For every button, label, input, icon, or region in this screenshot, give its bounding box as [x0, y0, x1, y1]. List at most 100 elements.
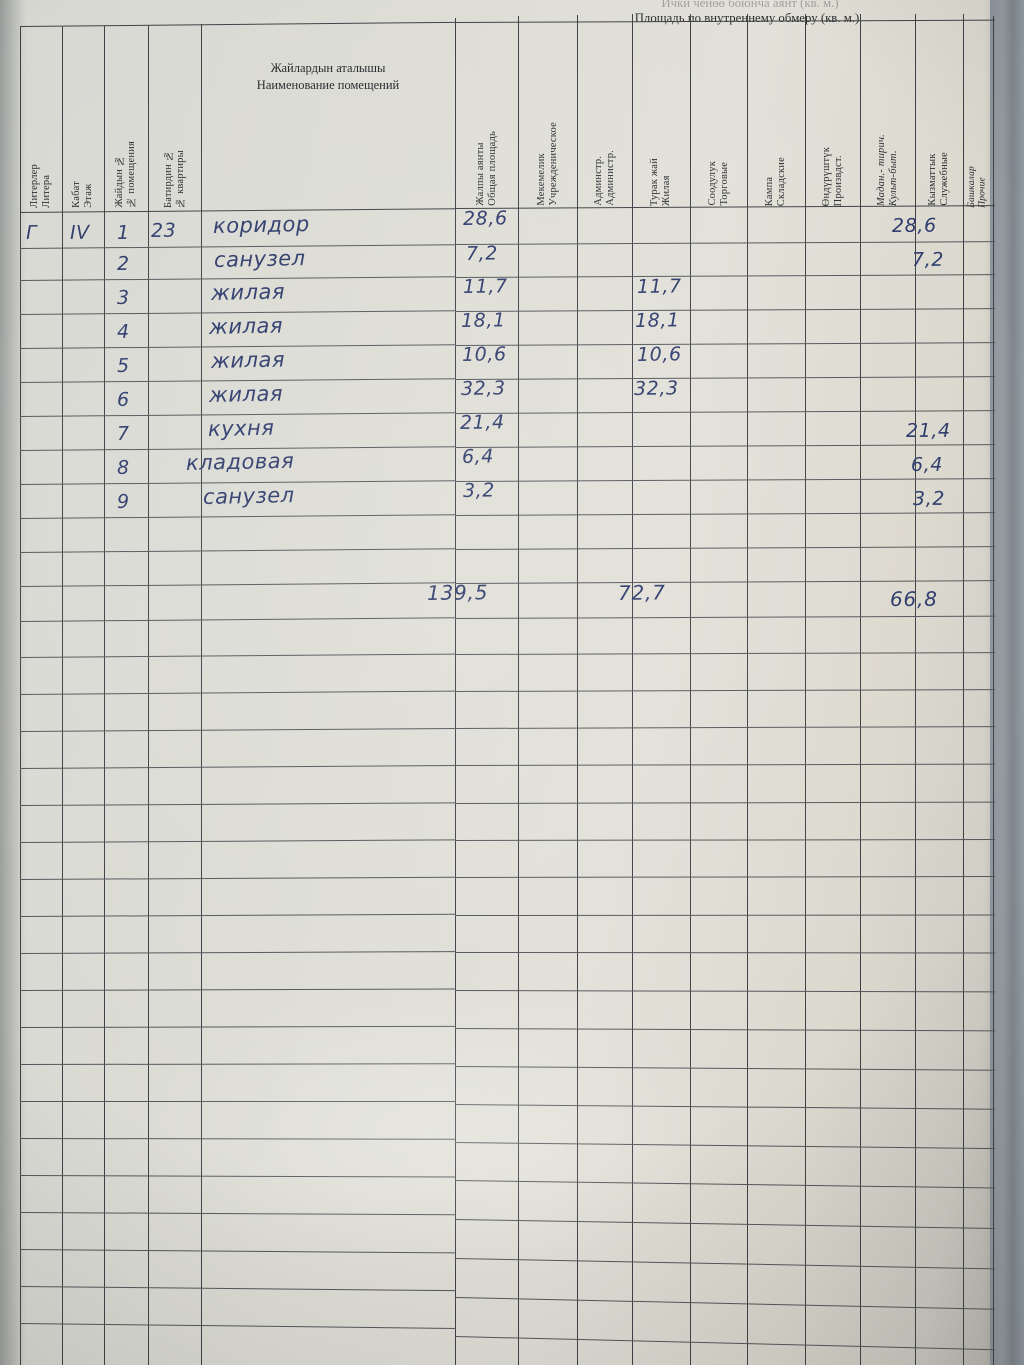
header-top-rule-left [19, 21, 455, 28]
header-room-name: Жайлардын аталышы Наименование помещений [256, 61, 400, 92]
row-rule-24r [454, 1066, 995, 1071]
row-rule-14 [19, 690, 456, 696]
row-rule-26r [454, 1142, 995, 1150]
row-rule-31 [19, 1323, 456, 1330]
cell-total-area-row-2: 7,2 [465, 242, 499, 265]
header-living: Турак жай Жилая [649, 157, 672, 206]
cell-living-row-5: 10,6 [636, 343, 682, 366]
cell-total-area-row-7: 21,4 [459, 411, 505, 434]
header-cultural: Мадан.- тирич. Культ-быт. [875, 133, 899, 206]
cell-total-area-row-1: 28,6 [462, 207, 508, 230]
row-rule-15r [454, 726, 995, 730]
total-living: 72,7 [617, 580, 666, 605]
row-rule-10 [19, 548, 456, 554]
cell-service-row-7: 21,4 [905, 419, 951, 442]
row-rule-22 [19, 988, 456, 992]
cell-total-area-row-6: 32,3 [460, 377, 506, 400]
row-rule-24 [19, 1063, 457, 1066]
row-rule-20 [19, 913, 456, 918]
cell-litera-row-1: Г [25, 221, 38, 244]
cell-living-row-4: 18,1 [634, 309, 680, 332]
row-rule-1r [454, 241, 995, 246]
cell-name-row-7: кухня [207, 415, 275, 441]
row-rule-11r [454, 580, 995, 585]
row-rule-6r [454, 410, 995, 415]
header-service: Кызматтык Служебные [927, 152, 950, 206]
cell-name-row-5: жилая [210, 347, 286, 373]
cell-name-row-6: жилая [208, 381, 284, 407]
row-rule-17r [454, 801, 995, 805]
row-rule-8r [454, 478, 995, 483]
header-institution: Мекемелик Учрежденическое [535, 122, 559, 206]
total-service: 66,8 [889, 586, 938, 611]
paper-right-edge [984, 0, 1024, 1365]
row-rule-9r [454, 512, 995, 517]
cell-name-row-9: санузел [202, 483, 295, 509]
cell-living-row-6: 32,3 [633, 377, 679, 400]
header-top-rule-right [454, 19, 995, 24]
header-total-area: Жалпы аянты Общая площадь [474, 131, 498, 206]
row-rule-23r [454, 1028, 995, 1032]
header-storage: Кампа Складские [764, 156, 787, 206]
col-rule-1 [62, 26, 64, 1365]
cell-room-no-row-8: 8 [116, 456, 130, 479]
header-production: Өндүрүштүк Произвдст. [820, 146, 844, 206]
header-flat-no: Батирдин № № квартиры [162, 150, 186, 208]
cell-service-row-9: 3,2 [912, 487, 946, 510]
cell-room-no-row-1: 1 [116, 221, 130, 244]
header-other: Башкалар Прочие [967, 166, 988, 208]
row-rule-27r [454, 1180, 995, 1189]
cell-floor-row-1: IV [69, 221, 91, 244]
row-rule-12 [19, 617, 456, 623]
row-rule-7r [454, 444, 995, 449]
row-rule-25r [454, 1104, 995, 1110]
row-rule-17 [19, 802, 456, 807]
row-rule-22r [454, 990, 995, 993]
row-rule-14r [454, 689, 995, 693]
row-rule-26 [19, 1138, 457, 1140]
cell-name-row-1: коридор [212, 211, 310, 238]
row-rule-20r [454, 914, 996, 917]
row-rule-13 [19, 653, 456, 659]
cell-total-area-row-8: 6,4 [461, 445, 495, 468]
row-rule-2r [454, 274, 995, 279]
cell-room-no-row-3: 3 [116, 286, 130, 309]
cell-service-row-1: 28,6 [891, 214, 937, 237]
row-rule-28r [454, 1219, 995, 1230]
header-admin: Админстр. Администр. [592, 150, 616, 206]
row-rule-29r [454, 1258, 995, 1270]
paper-left-shadow [0, 0, 26, 1365]
row-rule-19 [19, 876, 456, 881]
cell-service-row-2: 7,2 [911, 248, 945, 271]
col-rule-15 [993, 16, 995, 1365]
col-rule-3 [148, 26, 150, 1365]
col-rule-0 [20, 26, 22, 1365]
cell-room-no-row-7: 7 [116, 422, 130, 445]
row-rule-31r [454, 1336, 995, 1351]
row-rule-23 [19, 1025, 456, 1029]
row-rule-4r [454, 342, 995, 347]
cell-total-area-row-4: 18,1 [460, 309, 506, 332]
row-rule-9 [19, 514, 456, 520]
cell-name-row-2: санузел [213, 246, 306, 272]
top-title-kyrgyz: Ички ченөө боюнча аянт (кв. м.) [661, 0, 839, 10]
row-rule-5r [454, 376, 995, 381]
row-rule-11 [19, 582, 456, 588]
row-rule-21 [19, 951, 456, 955]
col-rule-2 [104, 26, 106, 1365]
cell-room-no-row-2: 2 [116, 252, 130, 275]
cell-room-no-row-9: 9 [116, 490, 130, 513]
row-rule-18 [19, 839, 456, 844]
cell-room-no-row-4: 4 [116, 320, 130, 343]
row-rule-25 [20, 1101, 456, 1103]
row-rule-29 [19, 1249, 456, 1254]
cell-service-row-8: 6,4 [910, 453, 944, 476]
row-rule-30 [19, 1286, 456, 1292]
total-total-area: 139,5 [426, 580, 489, 605]
row-rule-18r [454, 839, 996, 842]
row-rule-15 [19, 727, 456, 733]
header-floor: Кабат Этаж [71, 181, 94, 208]
paper-sheet [0, 0, 994, 1365]
